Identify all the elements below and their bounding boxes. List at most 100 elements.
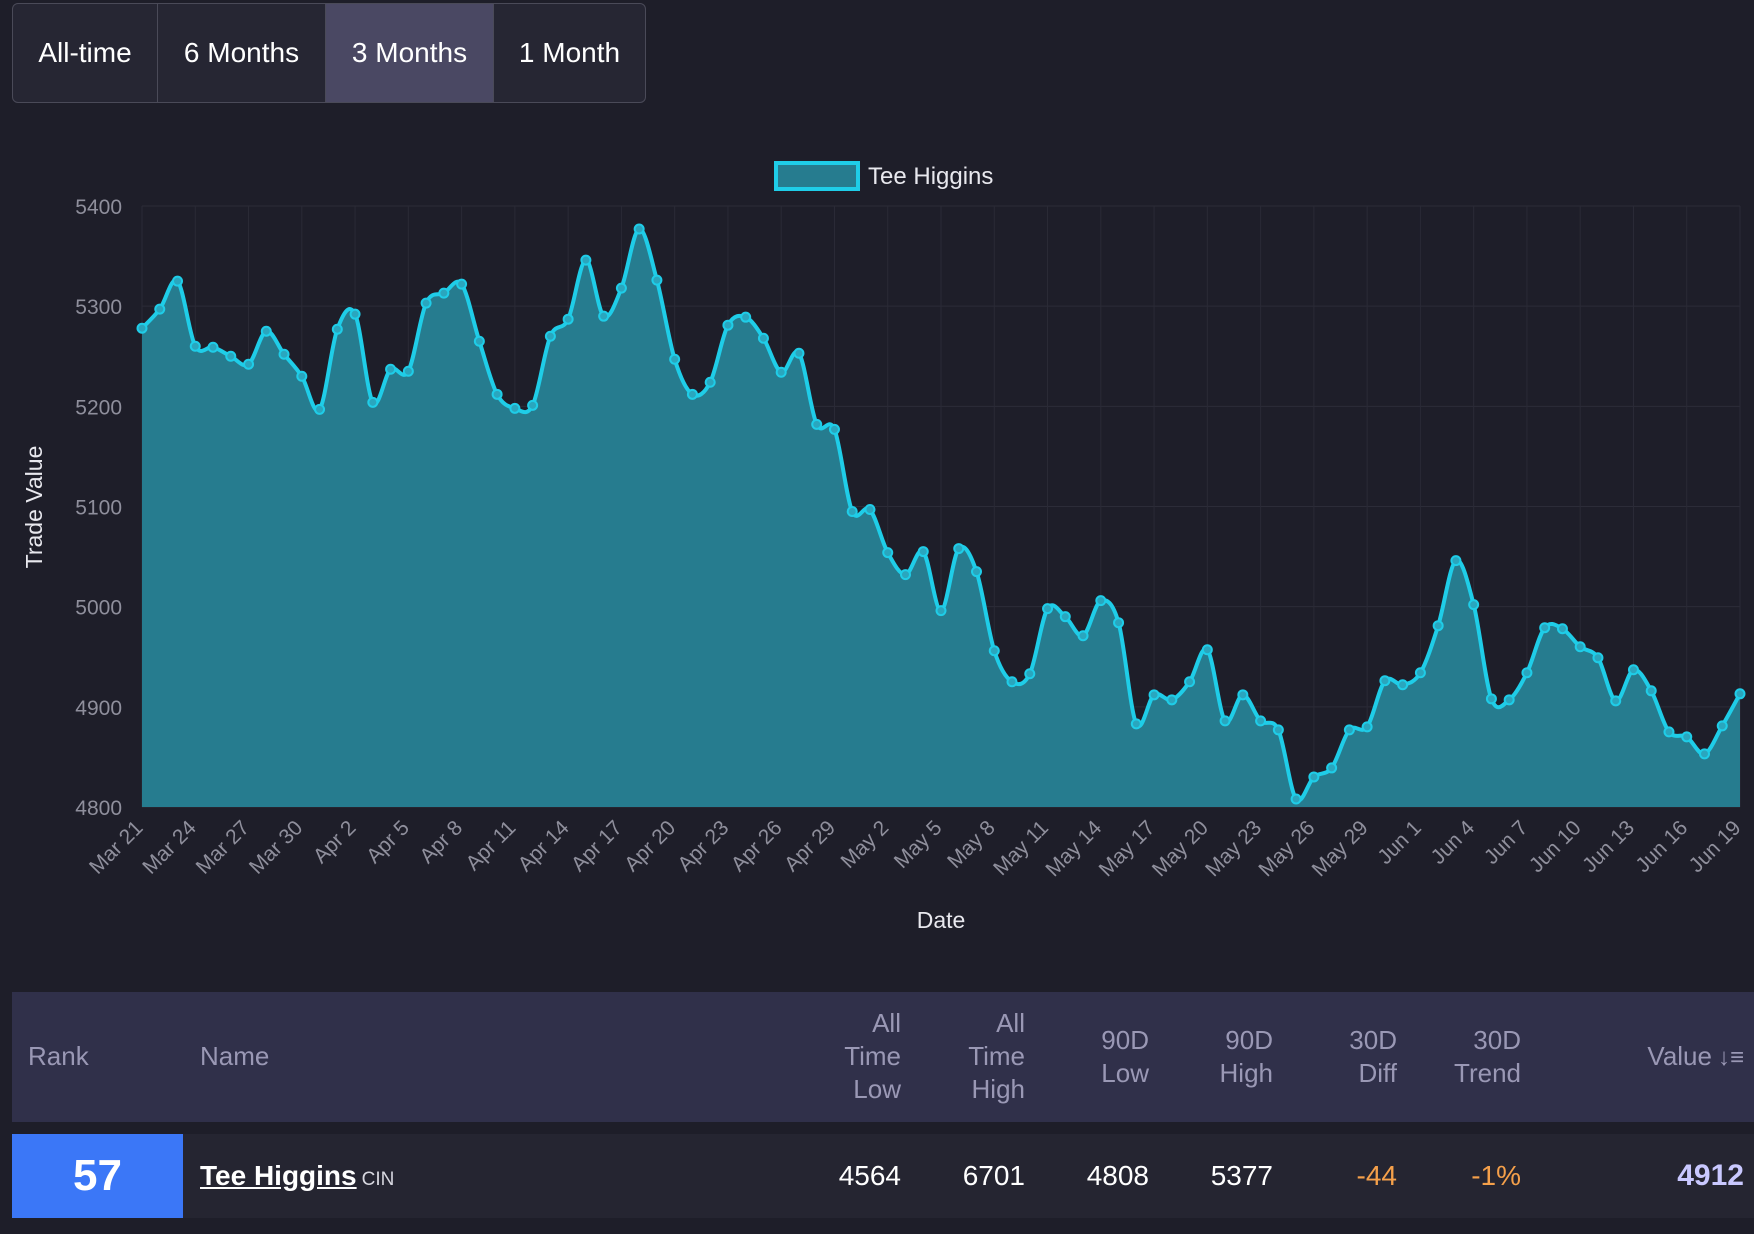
all-time-high-value: 6701 — [962, 1160, 1025, 1191]
data-point — [1077, 630, 1089, 642]
data-point — [1361, 721, 1373, 733]
data-point — [740, 311, 752, 323]
data-point — [544, 330, 556, 342]
data-point — [473, 335, 485, 347]
x-axis-title: Date — [917, 907, 966, 933]
trade-value: 4912 — [1677, 1159, 1744, 1192]
x-tick-label: Mar 27 — [192, 816, 254, 878]
data-point — [349, 308, 361, 320]
y-tick-label: 5100 — [75, 497, 122, 520]
player-table: Rank Name All Time Low All Time High 90D Low … — [12, 992, 1754, 1218]
data-point — [1663, 726, 1675, 738]
y-tick-label: 5300 — [75, 296, 122, 319]
data-point — [456, 278, 468, 290]
data-point — [1556, 623, 1568, 635]
tab-all-time[interactable]: All-time — [13, 4, 158, 102]
data-point — [420, 297, 432, 309]
data-point — [1379, 675, 1391, 687]
x-tick-label: May 5 — [890, 816, 947, 873]
data-point — [598, 310, 610, 322]
header-value[interactable]: Value ↓≡ — [1647, 1040, 1744, 1074]
data-point — [1272, 724, 1284, 736]
data-point — [988, 645, 1000, 657]
y-tick-label: 5000 — [75, 597, 122, 620]
data-point — [864, 504, 876, 516]
x-tick-label: May 29 — [1308, 816, 1373, 881]
data-point — [793, 347, 805, 359]
x-tick-label: May 20 — [1148, 816, 1213, 881]
header-30d-trend[interactable]: 30D Trend — [1454, 1025, 1521, 1088]
header-all-time-high[interactable]: All Time High — [968, 1008, 1025, 1104]
header-name[interactable]: Name — [200, 1041, 270, 1071]
player-name-cell: Tee Higgins CIN — [200, 1134, 394, 1218]
data-point — [1485, 693, 1497, 705]
data-point — [331, 323, 343, 335]
tab-6-months[interactable]: 6 Months — [158, 4, 326, 102]
data-point — [704, 376, 716, 388]
data-point — [1468, 599, 1480, 611]
data-point — [1113, 617, 1125, 629]
data-point — [260, 325, 272, 337]
x-tick-label: Jun 1 — [1373, 816, 1426, 869]
data-point — [1166, 694, 1178, 706]
data-point — [296, 370, 308, 382]
data-point — [243, 358, 255, 370]
header-90d-high[interactable]: 90D High — [1219, 1025, 1273, 1088]
data-point — [1450, 555, 1462, 567]
x-tick-label: Jun 16 — [1631, 816, 1692, 877]
data-point — [562, 313, 574, 325]
data-point — [1184, 676, 1196, 688]
data-point — [1095, 595, 1107, 607]
30d-trend-value: -1% — [1471, 1160, 1521, 1191]
data-point — [882, 547, 894, 559]
header-90d-low[interactable]: 90D Low — [1101, 1025, 1149, 1088]
data-point — [1645, 685, 1657, 697]
x-tick-label: Mar 30 — [245, 816, 307, 878]
x-tick-label: Apr 29 — [780, 816, 840, 876]
header-all-time-low[interactable]: All Time Low — [844, 1008, 901, 1104]
x-tick-label: Apr 14 — [514, 816, 574, 876]
x-tick-label: Jun 13 — [1578, 816, 1639, 877]
header-30d-diff[interactable]: 30D Diff — [1349, 1025, 1397, 1088]
x-tick-label: May 2 — [837, 816, 894, 873]
data-point — [917, 546, 929, 558]
sort-descending-icon[interactable]: ↓≡ — [1717, 1044, 1744, 1071]
data-point — [1610, 695, 1622, 707]
data-point — [899, 569, 911, 581]
data-point — [651, 274, 663, 286]
data-point — [367, 396, 379, 408]
data-point — [1006, 676, 1018, 688]
90d-low-value: 4808 — [1086, 1160, 1149, 1191]
data-point — [1201, 644, 1213, 656]
header-rank[interactable]: Rank — [28, 1041, 89, 1071]
all-time-low-value: 4564 — [838, 1160, 901, 1191]
player-name-link[interactable]: Tee Higgins — [200, 1160, 357, 1191]
data-point — [154, 303, 166, 315]
x-tick-label: Jun 10 — [1525, 816, 1586, 877]
team-label: CIN — [361, 1169, 395, 1190]
data-point — [1414, 667, 1426, 679]
tab-1-month[interactable]: 1 Month — [518, 37, 621, 68]
data-point — [722, 319, 734, 331]
data-point — [757, 332, 769, 344]
data-point — [828, 423, 840, 435]
x-tick-label: May 11 — [989, 816, 1053, 880]
data-point — [971, 566, 983, 578]
x-tick-label: Mar 21 — [85, 816, 147, 878]
data-point — [1148, 689, 1160, 701]
data-point — [1627, 664, 1639, 676]
data-point — [1290, 793, 1302, 805]
data-point — [225, 350, 237, 362]
data-point — [136, 322, 148, 334]
data-point — [811, 418, 823, 430]
tab-3-months[interactable]: 3 Months — [326, 4, 494, 102]
data-point — [438, 287, 450, 299]
x-tick-label: Jun 19 — [1685, 816, 1746, 877]
30d-diff-value: -44 — [1356, 1160, 1397, 1191]
data-point — [207, 341, 219, 353]
data-point — [615, 282, 627, 294]
data-point — [385, 363, 397, 375]
table-row[interactable]: 57 Tee Higgins CIN 4564 6701 4808 5377 -4… — [12, 1134, 1754, 1218]
data-point — [580, 254, 592, 266]
